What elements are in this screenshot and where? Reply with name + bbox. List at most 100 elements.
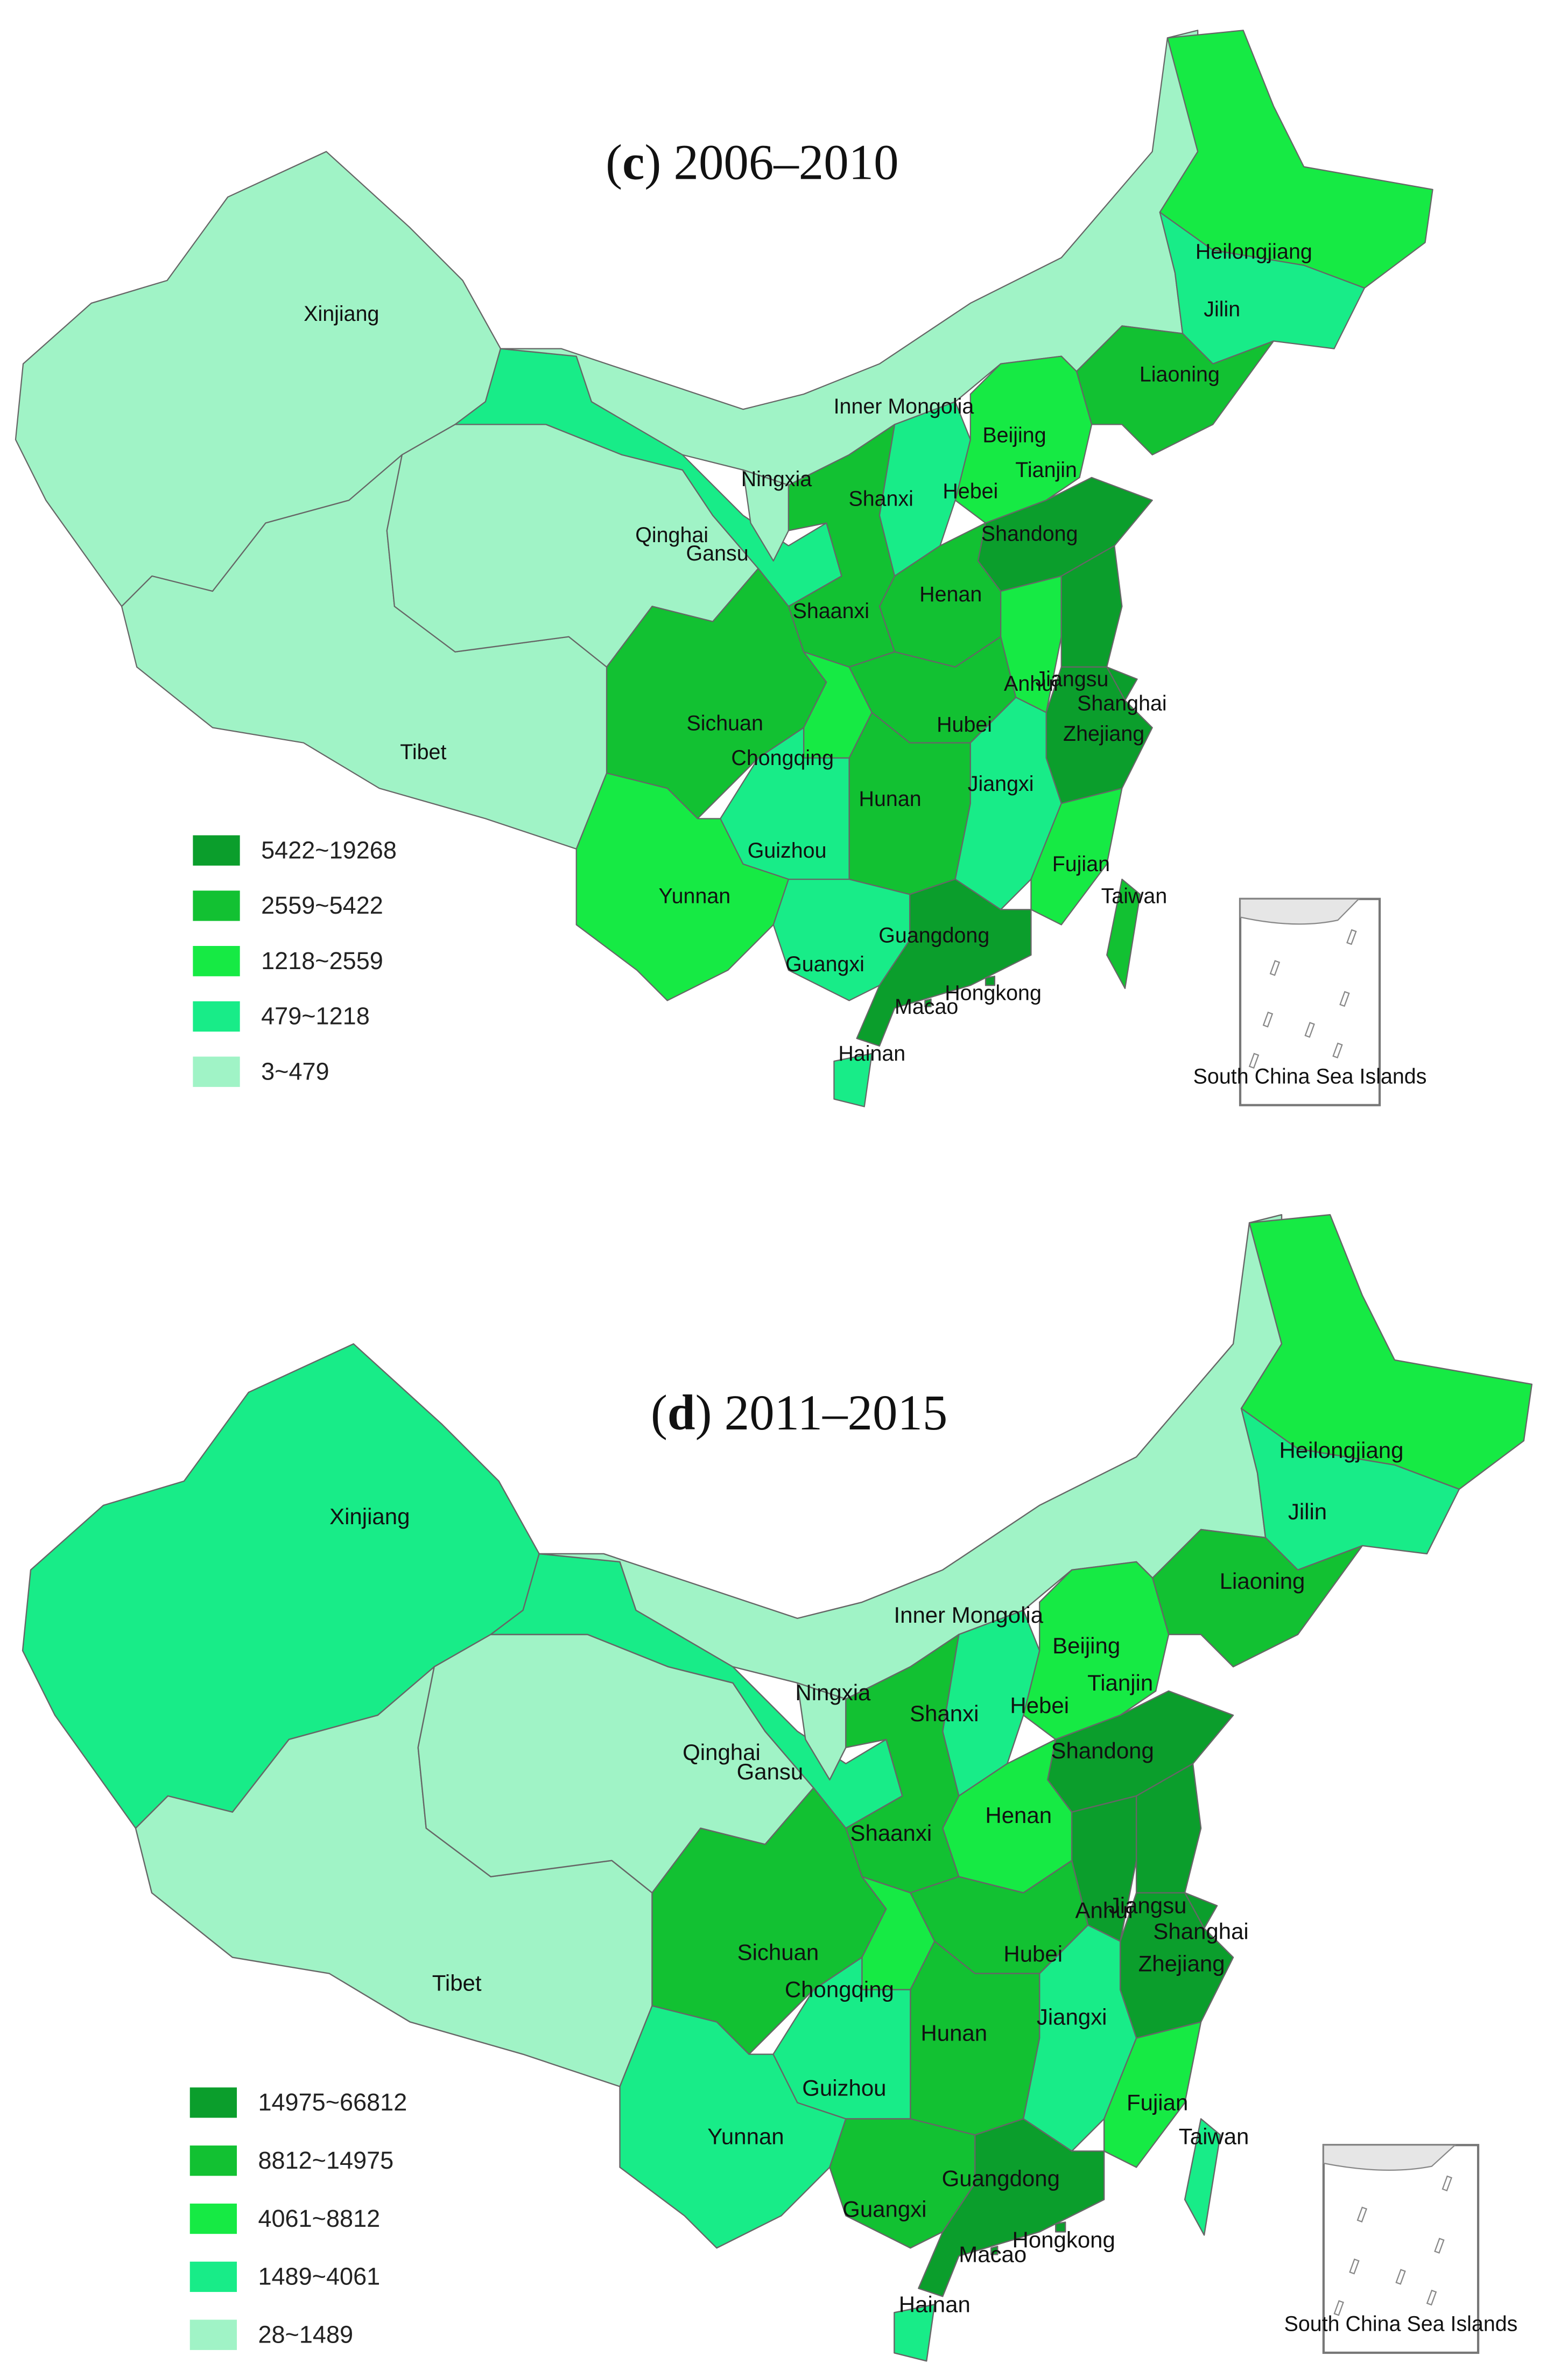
province-label: Hunan: [859, 787, 922, 811]
province-label: Hubei: [937, 713, 992, 737]
legend-label: 14975~66812: [258, 2088, 407, 2116]
legend-swatch: [193, 1001, 240, 1032]
province-label: Hunan: [920, 2021, 987, 2046]
province-label: Tibet: [400, 740, 446, 764]
province-label: Beijing: [982, 423, 1046, 447]
province: [856, 878, 1032, 1047]
province-label: Taiwan: [1179, 2124, 1249, 2149]
legend-label: 3~479: [261, 1057, 329, 1085]
province-label: Inner Mongolia: [834, 395, 974, 418]
province-label: Guizhou: [748, 839, 827, 863]
province-label: Shaanxi: [793, 599, 869, 623]
legend-label: 28~1489: [258, 2320, 353, 2348]
province-label: Guangxi: [842, 2197, 926, 2222]
province-label: Jilin: [1288, 1499, 1327, 1524]
inset-label: South China Sea Islands: [1284, 2312, 1518, 2336]
province-label: Jiangsu: [1109, 1893, 1187, 1918]
province: [833, 1053, 873, 1107]
inset-island: [1349, 2258, 1360, 2275]
province-label: Liaoning: [1140, 363, 1220, 387]
province: [924, 998, 932, 1007]
province-label: Guangdong: [878, 924, 989, 948]
inset-island: [1339, 991, 1350, 1007]
province-label: Sichuan: [737, 1940, 819, 1965]
title-letter: c: [622, 135, 644, 190]
province-label: Guangdong: [942, 2166, 1060, 2191]
province-label: Chongqing: [731, 746, 834, 770]
province: [1184, 2118, 1221, 2236]
province: [742, 469, 790, 562]
province-label: Heilongjiang: [1279, 1438, 1403, 1463]
province-label: Ningxia: [741, 467, 812, 491]
inset-land: [1239, 898, 1360, 925]
title-rest: ) 2006–2010: [644, 135, 898, 190]
province-label: Sichuan: [686, 711, 763, 735]
legend-swatch: [193, 945, 240, 977]
province-label: Taiwan: [1101, 884, 1168, 908]
province-label: Xinjiang: [304, 302, 379, 326]
province-label: Ningxia: [795, 1680, 871, 1705]
province-label: Anhui: [1075, 1898, 1133, 1923]
province-label: Hainan: [838, 1042, 905, 1065]
legend-swatch: [189, 2145, 237, 2176]
province-label: Jiangxi: [1037, 2004, 1107, 2030]
title-open: (: [606, 135, 622, 190]
province-label: Shanxi: [910, 1701, 979, 1726]
inset-frame: [1239, 897, 1381, 1106]
province-label: Hubei: [1003, 1941, 1063, 1967]
province: [797, 1682, 847, 1780]
province: [1075, 325, 1275, 455]
province: [1103, 2021, 1202, 2168]
province: [918, 2118, 1105, 2297]
province-label: Chongqing: [785, 1977, 894, 2002]
province-label: Guizhou: [802, 2076, 886, 2101]
province: [1240, 1407, 1460, 1571]
legend-label: 4061~8812: [258, 2205, 380, 2232]
province-label: Fujian: [1052, 852, 1110, 876]
province: [894, 2304, 936, 2362]
legend-label: 479~1218: [261, 1002, 370, 1030]
province-label: Henan: [919, 583, 982, 606]
province-label: Shandong: [981, 522, 1078, 545]
province-label: Tianjin: [1087, 1670, 1153, 1695]
inset: South China Sea Islands: [1193, 897, 1427, 1106]
province-label: Gansu: [686, 542, 749, 565]
inset-island: [1426, 2289, 1437, 2306]
province: [1240, 1214, 1533, 1490]
province-label: Beijing: [1052, 1633, 1120, 1658]
legend-swatch: [189, 2261, 237, 2292]
province-label: Tibet: [432, 1971, 482, 1996]
title-letter: d: [667, 1385, 695, 1441]
inset-island: [1262, 1011, 1274, 1028]
province: [1055, 2221, 1066, 2233]
panel-title: (c) 2006–2010: [606, 135, 898, 190]
inset-land: [1323, 2144, 1457, 2171]
province-label: Macao: [895, 995, 958, 1019]
inset-label: South China Sea Islands: [1193, 1064, 1427, 1088]
province-label: Hebei: [1010, 1693, 1069, 1718]
province-label: Jiangsu: [1036, 668, 1109, 691]
inset-island: [1395, 2269, 1406, 2285]
inset: South China Sea Islands: [1284, 2144, 1518, 2354]
province: [1106, 878, 1141, 989]
province-label: Guangxi: [785, 952, 864, 976]
province-label: Hebei: [943, 480, 998, 503]
inset-island: [1442, 2175, 1453, 2192]
province-label: Shanghai: [1153, 1919, 1248, 1944]
province: [1159, 212, 1366, 364]
legend-swatch: [189, 2087, 237, 2118]
legend-swatch: [193, 891, 240, 921]
province-label: Yunnan: [707, 2124, 784, 2149]
province-label: Zhejiang: [1063, 722, 1144, 746]
province-label: Shanxi: [848, 487, 913, 511]
province-label: Hongkong: [1012, 2227, 1115, 2252]
province-label: Tianjin: [1015, 458, 1077, 482]
province-label: Shaanxi: [850, 1820, 932, 1846]
legend-swatch: [193, 835, 240, 866]
province-label: Qinghai: [635, 523, 708, 547]
inset-island: [1356, 2206, 1368, 2223]
title-rest: ) 2011–2015: [695, 1385, 948, 1441]
panel-title: (d) 2011–2015: [651, 1385, 947, 1441]
